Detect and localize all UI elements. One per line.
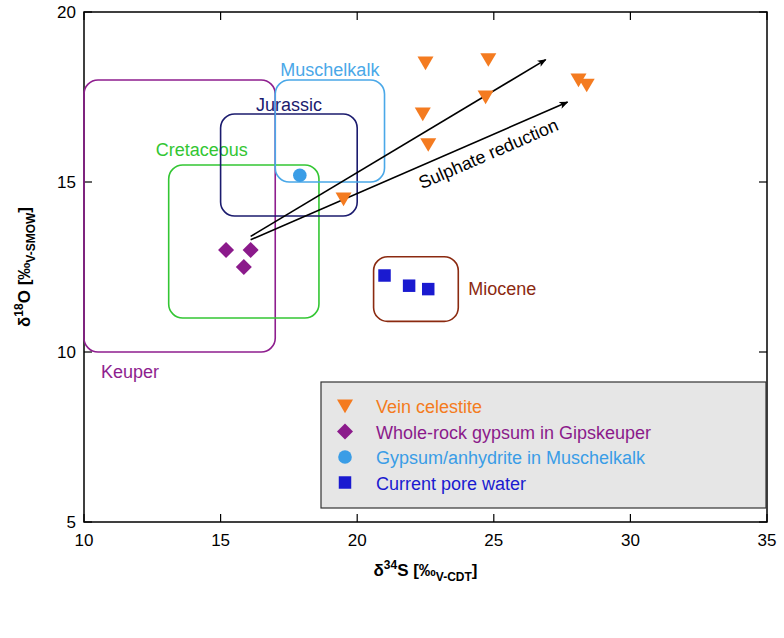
x-tick-label: 25 <box>484 531 503 550</box>
axis-label-part: 18 <box>12 303 26 317</box>
axis-label: δ34S [‰V-CDT] <box>373 558 477 584</box>
point <box>420 138 436 152</box>
legend: Vein celestite Whole-rock gypsum in Gipsk… <box>321 382 766 508</box>
legend-label: Current pore water <box>376 474 526 494</box>
legend-marker <box>337 400 353 414</box>
axis-label-part: ] <box>15 207 34 213</box>
legend-marker <box>338 450 352 464</box>
x-tick <box>357 514 358 522</box>
y-tick-label: 10 <box>57 343 76 362</box>
y-tick <box>759 181 767 182</box>
legend-label: Whole-rock gypsum in Gipskeuper <box>376 423 651 443</box>
points <box>218 53 595 295</box>
x-tick-label: 15 <box>211 531 230 550</box>
point <box>478 91 494 105</box>
point <box>293 168 307 182</box>
axis-label-part: O [‰ <box>15 263 34 304</box>
region-label: Keuper <box>101 362 159 382</box>
y-tick <box>759 351 767 352</box>
x-tick <box>493 12 494 20</box>
region-label: Jurassic <box>256 95 322 115</box>
point <box>218 242 234 258</box>
legend-label: Gypsum/anhydrite in Muschelkalk <box>376 448 646 468</box>
axis-label-part: δ <box>15 317 34 327</box>
point <box>403 279 415 291</box>
axis-label-part: δ <box>373 561 383 580</box>
x-tick-label: 20 <box>348 531 367 550</box>
axis-label-part: ] <box>472 561 478 580</box>
x-tick <box>83 514 84 522</box>
x-tick <box>220 514 221 522</box>
regions: Keuper Cretaceous Jurassic Muschelkalk Mioce… <box>84 60 536 382</box>
y-tick <box>84 521 92 522</box>
x-tick <box>357 12 358 20</box>
legend-label: Vein celestite <box>376 397 482 417</box>
region <box>221 114 358 216</box>
x-tick <box>83 12 84 20</box>
annotation: Sulphate reduction <box>416 115 562 193</box>
plot-frame <box>84 12 767 522</box>
x-tick <box>766 514 767 522</box>
y-tick-label: 15 <box>57 173 76 192</box>
y-tick-label: 20 <box>57 3 76 22</box>
x-tick-label: 10 <box>75 531 94 550</box>
point <box>418 57 434 71</box>
region-label: Muschelkalk <box>280 60 380 80</box>
point <box>579 79 595 93</box>
y-tick <box>84 181 92 182</box>
point <box>415 108 431 122</box>
x-tick <box>493 514 494 522</box>
x-tick <box>630 12 631 20</box>
chart: 1015202530355101520δ34S [‰V-CDT]δ18O [‰V… <box>0 0 784 638</box>
legend-marker <box>337 424 353 440</box>
point <box>480 53 496 67</box>
x-tick <box>630 514 631 522</box>
x-tick-label: 30 <box>621 531 640 550</box>
x-tick <box>220 12 221 20</box>
arrow <box>251 102 568 240</box>
y-tick <box>84 351 92 352</box>
axis-label: δ18O [‰V-SMOW] <box>12 207 38 327</box>
region-label: Miocene <box>468 279 536 299</box>
region <box>374 257 459 322</box>
axis-label-part: 34 <box>384 558 398 572</box>
region <box>169 165 319 318</box>
axis-label-part: S [‰ <box>397 561 436 580</box>
y-tick <box>759 11 767 12</box>
legend-marker <box>339 476 351 488</box>
point <box>378 269 390 281</box>
point <box>336 193 352 207</box>
x-tick <box>766 12 767 20</box>
axis-label-part: V-CDT <box>436 570 473 584</box>
region-label: Cretaceous <box>156 140 248 160</box>
x-tick-label: 35 <box>758 531 777 550</box>
y-tick <box>84 11 92 12</box>
axis-label-part: V-SMOW <box>24 212 38 263</box>
legend-box <box>321 382 766 508</box>
point <box>236 259 252 275</box>
y-tick-label: 5 <box>67 513 76 532</box>
point <box>422 283 434 295</box>
y-tick <box>759 521 767 522</box>
point <box>243 242 259 258</box>
